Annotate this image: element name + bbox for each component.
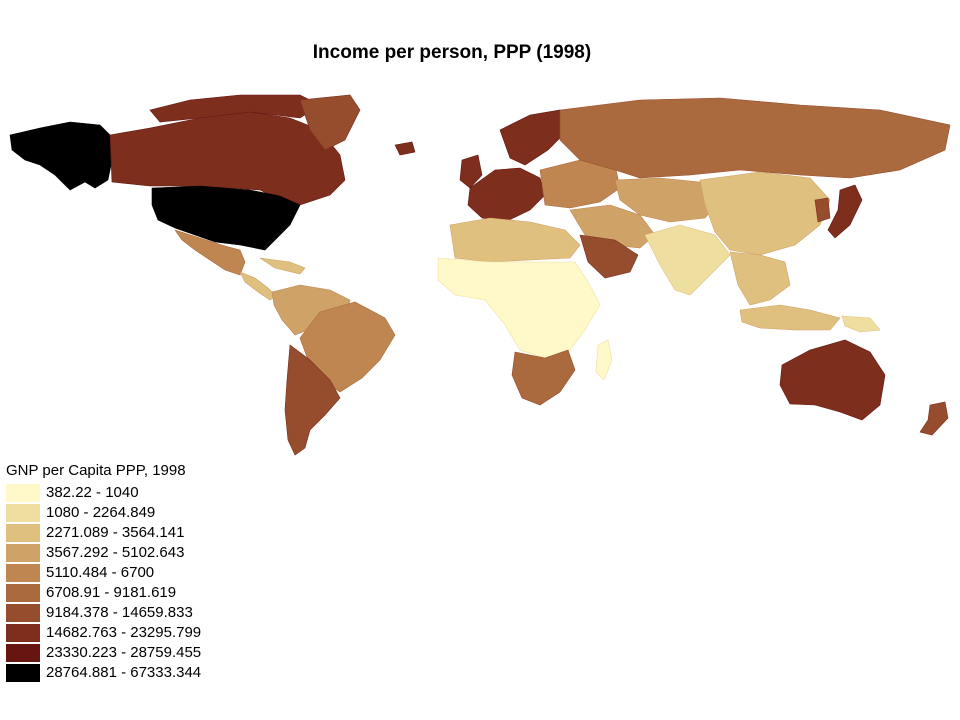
legend-row: 9184.378 - 14659.833 — [6, 603, 266, 623]
region-australia — [779, 339, 886, 421]
region-china — [699, 171, 831, 256]
region-scandinavia — [499, 109, 571, 166]
region-arabian-peninsula — [579, 234, 639, 279]
region-iceland — [394, 141, 416, 156]
legend-row: 1080 - 2264.849 — [6, 503, 266, 523]
region-sub-saharan-africa — [437, 257, 601, 359]
region-russia — [559, 97, 951, 179]
region-southern-africa — [511, 349, 576, 406]
region-greenland — [299, 94, 361, 151]
region-korea — [814, 197, 831, 223]
legend-row: 23330.223 - 28759.455 — [6, 643, 266, 663]
legend-swatch — [6, 644, 40, 662]
legend-swatch — [6, 504, 40, 522]
region-south-asia — [644, 224, 731, 296]
legend-swatch — [6, 544, 40, 562]
legend-row: 28764.881 - 67333.344 — [6, 663, 266, 683]
region-japan — [827, 184, 863, 239]
legend: GNP per Capita PPP, 1998 382.22 - 1040 10… — [6, 461, 266, 683]
world-choropleth-map — [9, 94, 951, 456]
region-brazil — [299, 301, 396, 393]
legend-swatch — [6, 664, 40, 682]
legend-swatch — [6, 484, 40, 502]
legend-swatch — [6, 524, 40, 542]
legend-swatch — [6, 564, 40, 582]
region-central-asia — [614, 177, 721, 223]
map-title: Income per person, PPP (1998) — [312, 42, 592, 63]
region-usa — [151, 185, 301, 251]
region-north-africa — [449, 217, 581, 263]
region-southeast-asia — [729, 251, 791, 306]
region-caribbean — [259, 257, 306, 275]
legend-label: 1080 - 2264.849 — [46, 504, 156, 521]
region-british-isles — [459, 154, 483, 189]
legend-swatch — [6, 584, 40, 602]
legend-swatch — [6, 624, 40, 642]
legend-label: 9184.378 - 14659.833 — [46, 604, 193, 621]
legend-label: 2271.089 - 3564.141 — [46, 524, 185, 541]
region-mexico — [174, 229, 246, 276]
legend-rows: 382.22 - 1040 1080 - 2264.849 2271.089 - 3… — [6, 483, 266, 683]
region-indonesia — [739, 304, 841, 331]
legend-row: 2271.089 - 3564.141 — [6, 523, 266, 543]
region-argentina-chile — [284, 344, 341, 456]
legend-label: 382.22 - 1040 — [46, 484, 139, 501]
legend-label: 28764.881 - 67333.344 — [46, 664, 202, 681]
legend-label: 6708.91 - 9181.619 — [46, 584, 177, 601]
region-new-zealand — [919, 401, 949, 436]
legend-row: 3567.292 - 5102.643 — [6, 543, 266, 563]
legend-row: 6708.91 - 9181.619 — [6, 583, 266, 603]
legend-row: 382.22 - 1040 — [6, 483, 266, 503]
region-central-america — [239, 271, 277, 301]
legend-row: 5110.484 - 6700 — [6, 563, 266, 583]
region-western-europe — [467, 167, 546, 223]
legend-row: 14682.763 - 23295.799 — [6, 623, 266, 643]
legend-label: 5110.484 - 6700 — [46, 564, 155, 581]
legend-label: 14682.763 - 23295.799 — [46, 624, 202, 641]
region-alaska — [9, 121, 113, 191]
legend-title: GNP per Capita PPP, 1998 — [6, 462, 186, 479]
legend-swatch — [6, 604, 40, 622]
legend-label: 3567.292 - 5102.643 — [46, 544, 185, 561]
legend-label: 23330.223 - 28759.455 — [46, 644, 202, 661]
region-madagascar — [595, 339, 613, 381]
region-papua — [841, 315, 881, 333]
